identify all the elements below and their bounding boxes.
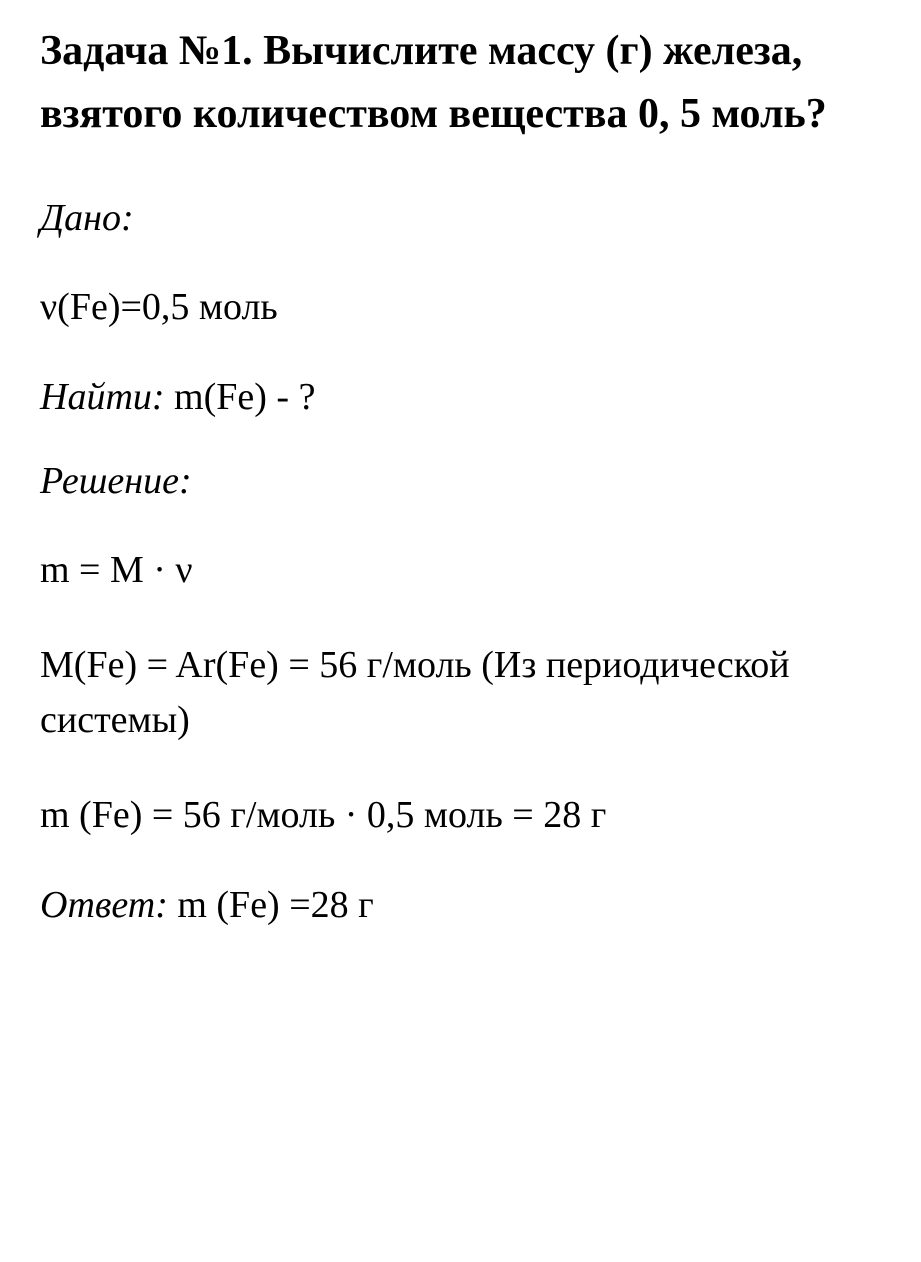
find-label: Найти: — [40, 376, 165, 418]
solution-step-1: m = M · ν — [40, 543, 881, 598]
solution-step-2: M(Fe) = Ar(Fe) = 56 г/моль (Из периодиче… — [40, 638, 881, 748]
answer-label: Ответ: — [40, 884, 168, 926]
solution-label: Решение: — [40, 459, 881, 503]
given-value: ν(Fe)=0,5 моль — [40, 280, 881, 335]
problem-title: Задача №1. Вычислите массу (г) железа, в… — [40, 20, 881, 146]
given-label: Дано: — [40, 196, 881, 240]
answer-value: m (Fe) =28 г — [168, 884, 374, 926]
answer-line: Ответ: m (Fe) =28 г — [40, 883, 881, 927]
find-line: Найти: m(Fe) - ? — [40, 375, 881, 419]
solution-step-3: m (Fe) = 56 г/моль · 0,5 моль = 28 г — [40, 788, 881, 843]
find-value: m(Fe) - ? — [165, 376, 316, 418]
